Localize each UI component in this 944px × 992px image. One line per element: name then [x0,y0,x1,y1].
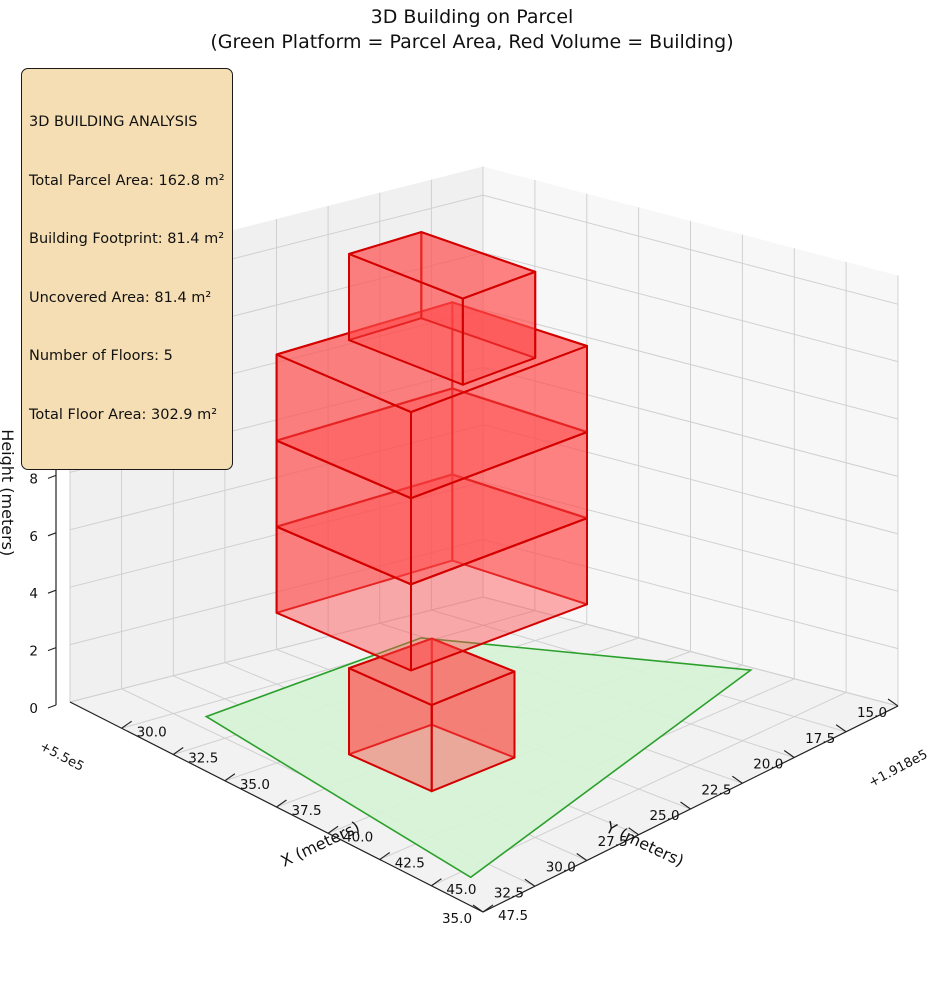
z-tick-label: 4 [29,586,38,602]
floor-face-top [275,301,588,414]
building-layer [275,231,588,793]
x-tick-mark [379,852,391,860]
x-tick-label: 40.0 [343,829,373,845]
z-axis-label: Height (meters) [0,429,17,556]
y-tick-mark [524,878,536,887]
x-tick-label: 35.0 [240,777,270,793]
building-floor-4 [275,301,588,500]
z-tick-label: 0 [29,701,38,717]
z-tick-mark [47,647,57,652]
y-tick-label: 22.5 [701,782,731,798]
x-tick-label: 45.0 [446,882,476,898]
parcel-layer [204,637,753,879]
z-tick-label: 8 [29,471,38,487]
parcel-platform [204,637,753,879]
y-tick-label: 20.0 [753,757,783,773]
x-tick-mark [482,904,494,913]
y-tick-label: 25.0 [649,808,679,824]
x-tick-mark [276,799,287,808]
y-offset-label: +5.5e5 [37,739,86,775]
chart-title-line-1: 3D Building on Parcel [370,6,574,28]
z-tick-mark [47,474,57,479]
x-tick-label: 47.5 [498,908,528,924]
y-tick-label: 30.0 [546,860,576,876]
x-offset-label: +1.918e5 [866,747,930,790]
x-tick-mark [431,878,442,887]
z-tick-mark [47,704,57,709]
building-floor-2 [275,473,588,672]
y-tick-mark [887,698,899,707]
x-tick-label: 32.5 [188,751,218,767]
y-tick-mark [783,750,795,758]
info-heading: 3D BUILDING ANALYSIS [29,114,198,130]
x-tick-mark [121,720,132,729]
y-tick-label: 15.0 [857,705,887,721]
floor-face-top [348,637,516,707]
z-tick-label: 2 [29,644,38,660]
building-floor-3 [275,387,588,586]
analysis-info-box: 3D BUILDING ANALYSIS Total Parcel Area: … [21,68,233,470]
y-tick-label: 17.5 [805,731,835,747]
building-floor-5 [348,231,537,386]
y-tick-mark [680,801,691,810]
y-tick-mark [835,724,847,733]
building-floor-1 [348,637,516,793]
y-tick-label: 35.0 [442,911,472,927]
y-tick-mark [732,775,743,784]
info-total-floor-area: Total Floor Area: 302.9 m² [29,406,218,423]
info-total-parcel-area: Total Parcel Area: 162.8 m² [29,172,225,189]
x-tick-label: 30.0 [137,724,167,740]
info-number-of-floors: Number of Floors: 5 [29,348,173,364]
y-tick-mark [472,904,484,913]
z-tick-label: 6 [29,529,38,545]
x-tick-label: 42.5 [395,856,425,872]
z-tick-mark [47,532,57,537]
x-tick-mark [172,747,184,755]
chart-title-line-2: (Green Platform = Parcel Area, Red Volum… [210,31,734,53]
x-tick-label: 37.5 [291,803,321,819]
y-tick-mark [576,853,588,861]
y-tick-mark [628,827,639,836]
z-tick-mark [47,589,57,594]
info-uncovered-area: Uncovered Area: 81.4 m² [29,289,212,306]
x-tick-mark [327,825,339,834]
info-building-footprint: Building Footprint: 81.4 m² [29,231,225,247]
x-tick-mark [224,773,236,782]
y-tick-label: 32.5 [494,885,524,901]
y-tick-label: 27.5 [598,834,628,850]
floor-face-top [348,231,537,300]
